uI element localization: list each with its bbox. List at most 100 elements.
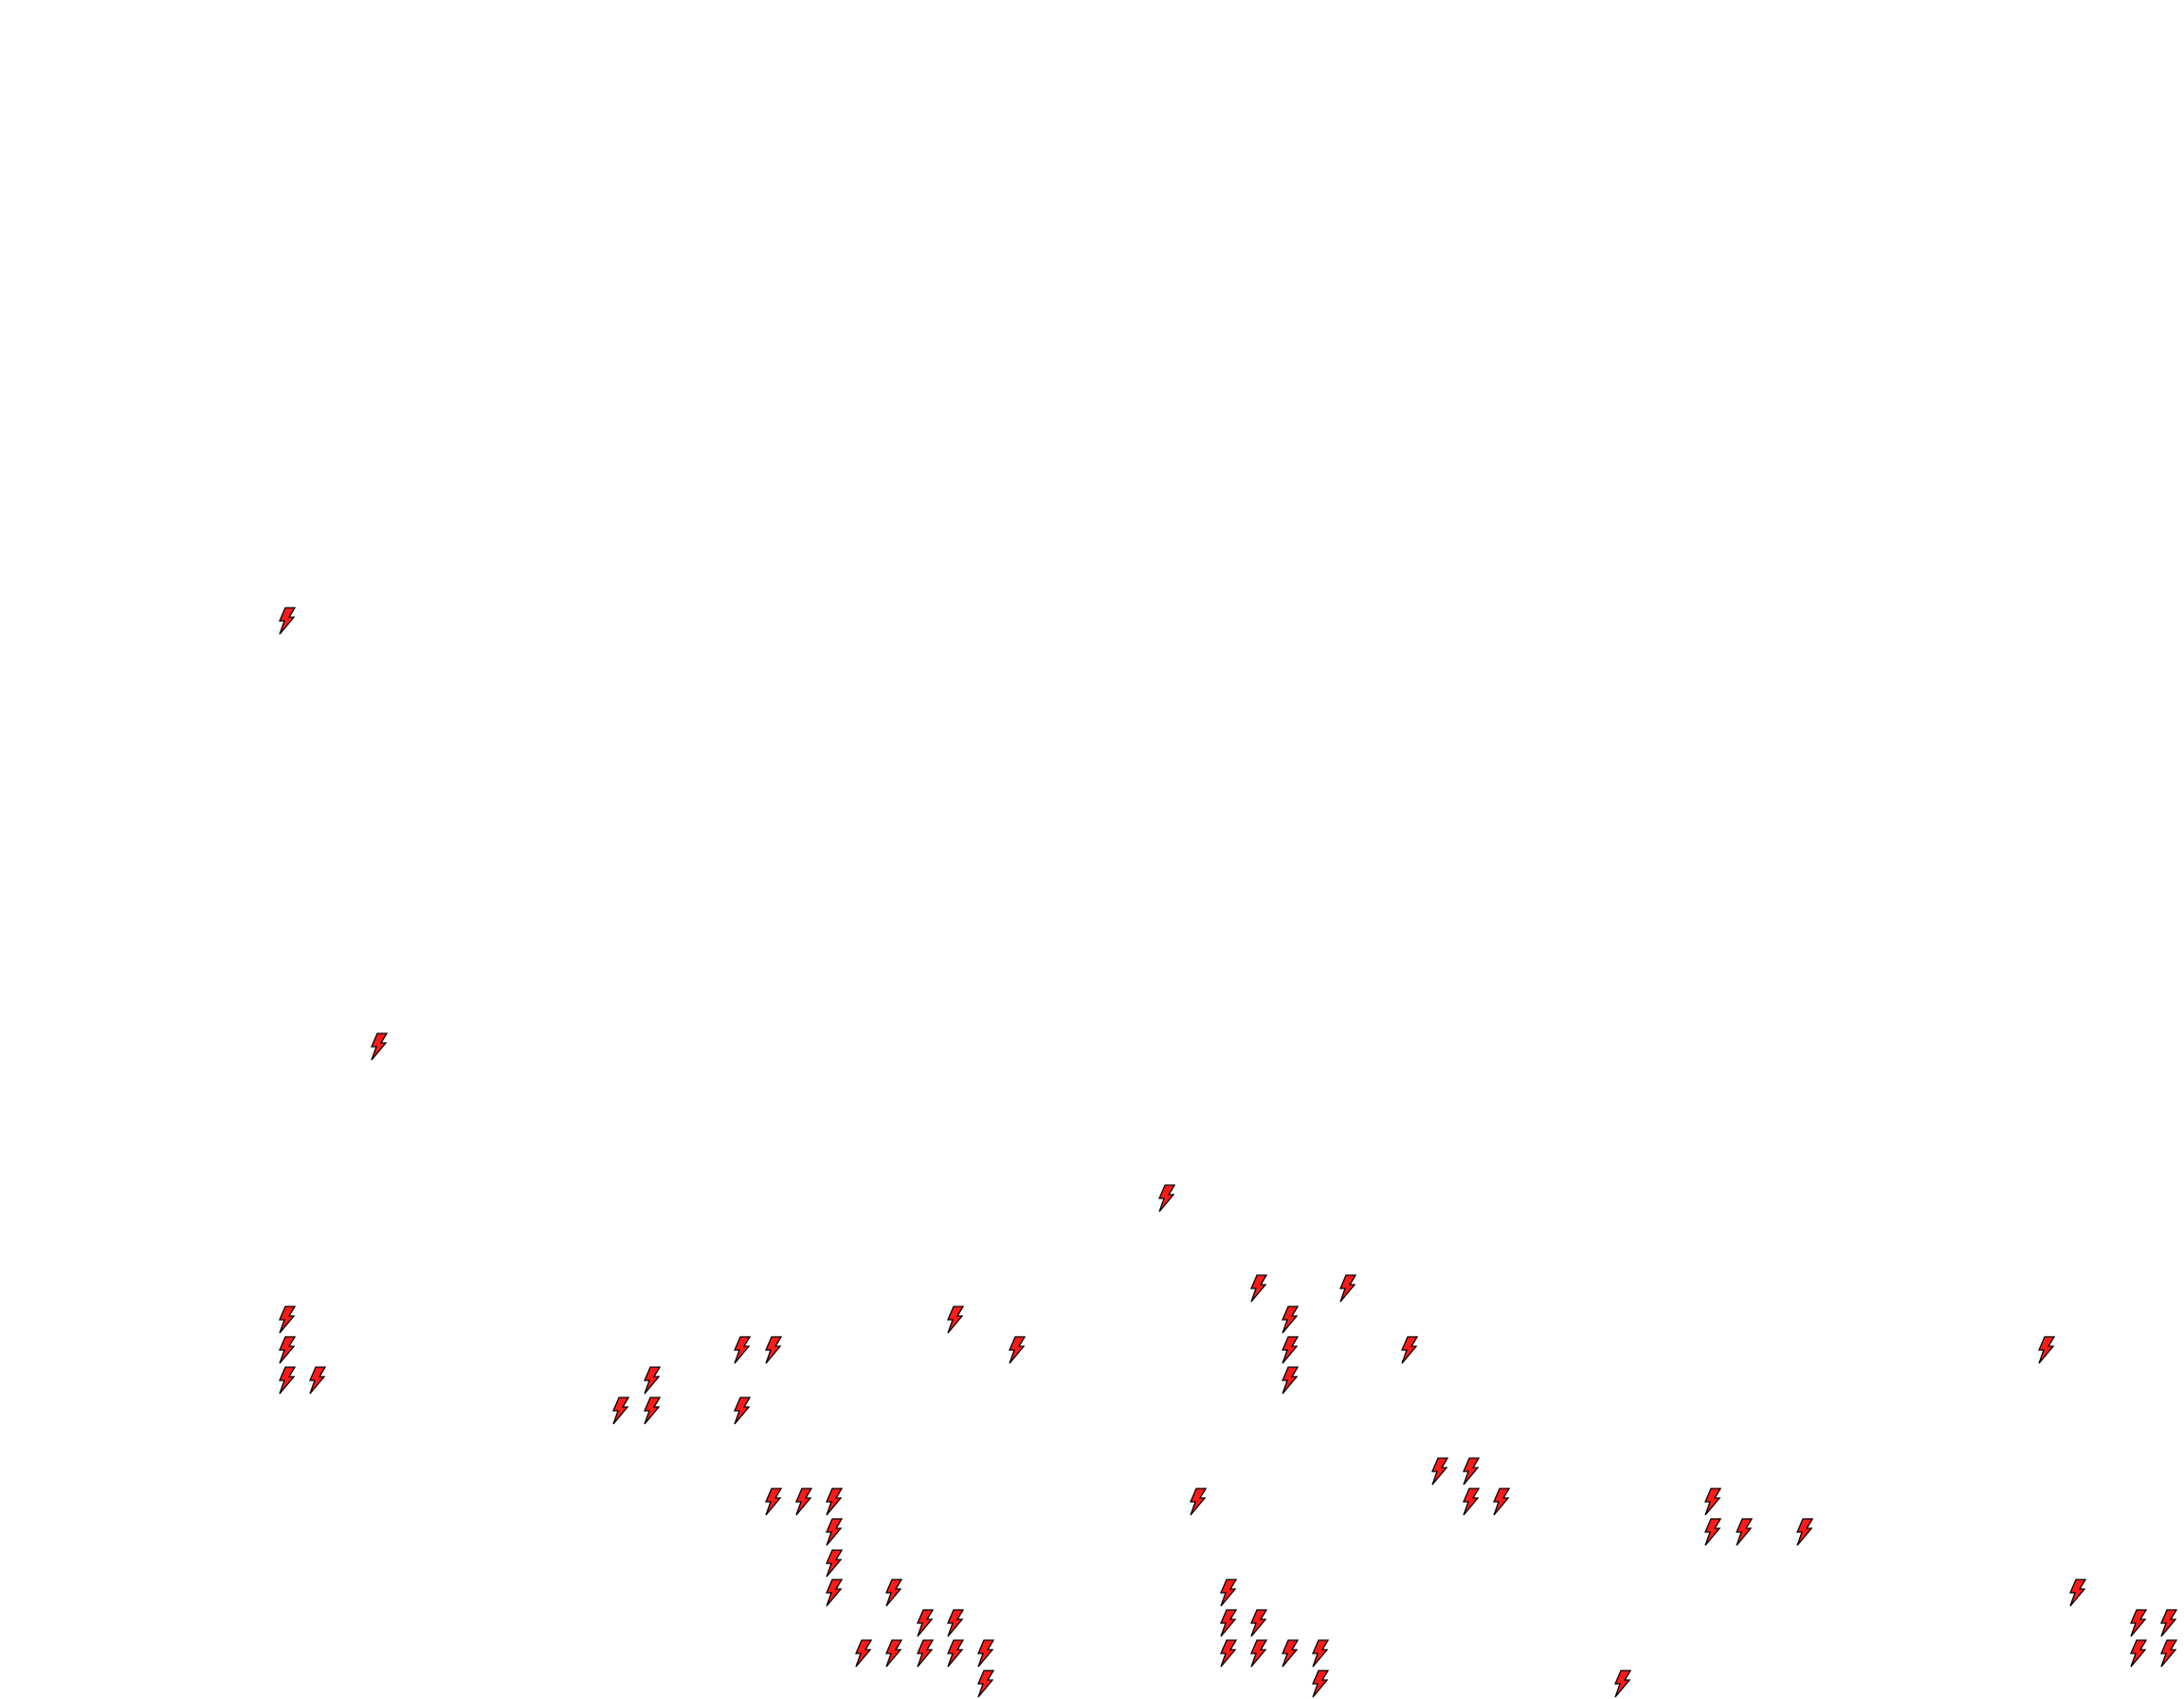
lightning-marker[interactable] bbox=[1462, 1457, 1481, 1486]
lightning-marker[interactable] bbox=[1311, 1670, 1330, 1698]
lightning-marker[interactable] bbox=[1008, 1336, 1027, 1364]
lightning-bolt-icon bbox=[916, 1609, 934, 1637]
lightning-marker[interactable] bbox=[946, 1639, 965, 1668]
lightning-bolt-icon bbox=[1220, 1639, 1238, 1668]
lightning-bolt-icon bbox=[734, 1397, 752, 1425]
lightning-marker[interactable] bbox=[733, 1336, 752, 1364]
lightning-marker[interactable] bbox=[825, 1548, 844, 1578]
lightning-marker[interactable] bbox=[643, 1397, 662, 1425]
lightning-marker[interactable] bbox=[1430, 1457, 1449, 1486]
lightning-marker[interactable] bbox=[2159, 1639, 2178, 1668]
lightning-marker[interactable] bbox=[1219, 1639, 1238, 1668]
lightning-marker[interactable] bbox=[1249, 1274, 1268, 1303]
lightning-marker[interactable] bbox=[1462, 1488, 1481, 1516]
lightning-marker[interactable] bbox=[884, 1639, 903, 1668]
lightning-marker[interactable] bbox=[611, 1397, 630, 1425]
lightning-marker[interactable] bbox=[1219, 1609, 1238, 1637]
lightning-bolt-icon bbox=[826, 1578, 844, 1606]
lightning-bolt-icon bbox=[826, 1488, 844, 1516]
lightning-marker[interactable] bbox=[946, 1305, 965, 1334]
lightning-marker[interactable] bbox=[1492, 1488, 1511, 1516]
lightning-bolt-icon bbox=[855, 1639, 873, 1668]
lightning-marker[interactable] bbox=[884, 1578, 903, 1607]
lightning-bolt-icon bbox=[278, 1366, 296, 1395]
lightning-bolt-icon bbox=[916, 1639, 934, 1668]
lightning-marker[interactable] bbox=[1281, 1336, 1300, 1364]
lightning-bolt-icon bbox=[764, 1336, 782, 1364]
lightning-marker[interactable] bbox=[1795, 1518, 1814, 1546]
lightning-bolt-icon bbox=[1158, 1184, 1176, 1213]
lightning-marker[interactable] bbox=[2037, 1336, 2056, 1364]
lightning-bolt-icon bbox=[1189, 1488, 1207, 1516]
lightning-marker[interactable] bbox=[370, 1032, 389, 1061]
lightning-bolt-icon bbox=[2069, 1578, 2087, 1606]
lightning-marker[interactable] bbox=[1157, 1184, 1176, 1213]
lightning-marker[interactable] bbox=[1189, 1488, 1208, 1516]
lightning-marker[interactable] bbox=[825, 1488, 844, 1516]
lightning-marker[interactable] bbox=[733, 1397, 752, 1425]
lightning-marker[interactable] bbox=[976, 1670, 995, 1698]
lightning-marker[interactable] bbox=[1281, 1366, 1300, 1395]
lightning-bolt-icon bbox=[2129, 1639, 2147, 1668]
lightning-bolt-icon bbox=[1281, 1336, 1299, 1364]
lightning-marker[interactable] bbox=[1735, 1518, 1754, 1546]
lightning-bolt-icon bbox=[1311, 1670, 1330, 1698]
lightning-marker[interactable] bbox=[946, 1609, 965, 1637]
lightning-bolt-icon bbox=[947, 1305, 965, 1333]
lightning-bolt-icon bbox=[278, 607, 296, 635]
lightning-bolt-icon bbox=[1220, 1609, 1238, 1637]
lightning-marker[interactable] bbox=[825, 1518, 844, 1546]
lightning-marker[interactable] bbox=[308, 1366, 327, 1395]
lightning-bolt-icon bbox=[1796, 1518, 1814, 1546]
lightning-marker[interactable] bbox=[1703, 1488, 1722, 1516]
lightning-bolt-icon bbox=[1704, 1488, 1722, 1516]
lightning-bolt-icon bbox=[1281, 1305, 1299, 1333]
lightning-marker[interactable] bbox=[1281, 1305, 1300, 1334]
lightning-marker[interactable] bbox=[1219, 1578, 1238, 1607]
lightning-bolt-icon bbox=[794, 1488, 812, 1516]
lightning-marker[interactable] bbox=[1400, 1336, 1419, 1364]
lightning-marker[interactable] bbox=[1249, 1609, 1268, 1637]
lightning-bolt-icon bbox=[370, 1032, 388, 1060]
lightning-marker[interactable] bbox=[1338, 1274, 1357, 1303]
lightning-bolt-icon bbox=[885, 1578, 903, 1606]
lightning-bolt-icon bbox=[1339, 1274, 1357, 1303]
lightning-marker[interactable] bbox=[278, 1305, 297, 1334]
lightning-bolt-icon bbox=[643, 1366, 661, 1395]
lightning-bolt-icon bbox=[1493, 1488, 1511, 1516]
lightning-bolt-icon bbox=[278, 1336, 296, 1364]
lightning-marker[interactable] bbox=[2129, 1639, 2148, 1668]
lightning-marker[interactable] bbox=[976, 1639, 995, 1668]
lightning-marker[interactable] bbox=[1281, 1639, 1300, 1668]
lightning-bolt-icon bbox=[1462, 1457, 1480, 1486]
lightning-marker[interactable] bbox=[764, 1488, 783, 1516]
lightning-marker[interactable] bbox=[1249, 1639, 1268, 1668]
lightning-bolt-icon bbox=[947, 1639, 965, 1668]
lightning-bolt-icon bbox=[947, 1609, 965, 1637]
lightning-marker[interactable] bbox=[2129, 1609, 2148, 1637]
lightning-marker[interactable] bbox=[1613, 1670, 1632, 1698]
lightning-bolt-icon bbox=[826, 1518, 844, 1546]
lightning-marker[interactable] bbox=[278, 1366, 297, 1395]
lightning-marker[interactable] bbox=[278, 1336, 297, 1364]
lightning-marker[interactable] bbox=[278, 607, 297, 635]
lightning-bolt-icon bbox=[1281, 1366, 1299, 1395]
lightning-bolt-icon bbox=[826, 1548, 844, 1578]
lightning-bolt-icon bbox=[2129, 1609, 2147, 1637]
lightning-marker[interactable] bbox=[2159, 1609, 2178, 1637]
lightning-marker[interactable] bbox=[916, 1609, 935, 1637]
lightning-marker[interactable] bbox=[643, 1366, 662, 1395]
lightning-marker[interactable] bbox=[764, 1336, 783, 1364]
lightning-bolt-icon bbox=[1008, 1336, 1026, 1364]
lightning-marker[interactable] bbox=[794, 1488, 813, 1516]
lightning-bolt-icon bbox=[1613, 1670, 1631, 1698]
lightning-bolt-icon bbox=[1735, 1518, 1753, 1546]
lightning-marker[interactable] bbox=[1703, 1518, 1722, 1546]
lightning-marker[interactable] bbox=[825, 1578, 844, 1607]
lightning-marker[interactable] bbox=[1311, 1639, 1330, 1668]
lightning-marker[interactable] bbox=[2068, 1578, 2087, 1607]
lightning-marker[interactable] bbox=[916, 1639, 935, 1668]
lightning-marker[interactable] bbox=[854, 1639, 873, 1668]
lightning-bolt-icon bbox=[2037, 1336, 2055, 1364]
